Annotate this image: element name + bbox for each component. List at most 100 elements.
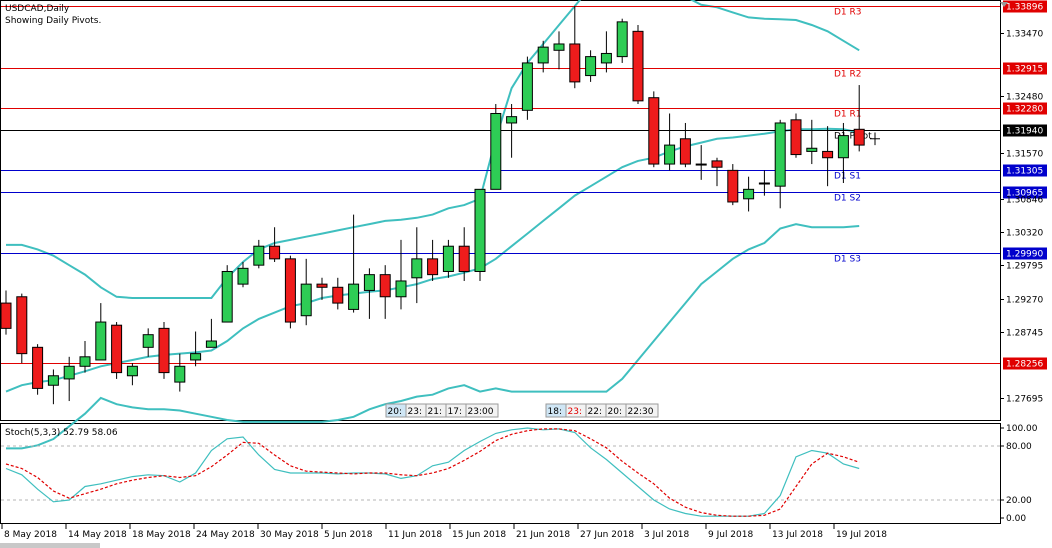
candle-body	[32, 346, 44, 389]
candle-body	[806, 147, 818, 152]
price-label-box	[1003, 164, 1047, 177]
candle-body	[632, 30, 644, 102]
candle-body	[221, 270, 233, 323]
y-tick-label: 1.33470	[1006, 30, 1043, 40]
candle-body	[537, 46, 549, 64]
candle-body	[190, 353, 202, 361]
candle-body	[16, 296, 28, 355]
candle-body	[253, 245, 265, 266]
candle-body	[695, 163, 707, 166]
price-label: 1.31305	[1006, 167, 1043, 177]
candle-body	[427, 258, 439, 276]
candle-body	[600, 52, 612, 64]
scroll-marker-icon[interactable]	[1000, 2, 1008, 7]
candle-body	[616, 21, 628, 58]
candle-body	[284, 258, 296, 323]
price-label-box	[1003, 102, 1047, 115]
candle-body	[822, 150, 834, 159]
bollinger-lower-band	[6, 223, 860, 450]
time-box-text: 17:	[448, 407, 462, 417]
candle-body	[95, 321, 107, 361]
stoch-signal-line	[5, 428, 860, 517]
price-label: 1.30965	[1006, 189, 1043, 199]
price-label: 1.29990	[1006, 250, 1043, 260]
x-tick-label: 5 Jun 2018	[324, 530, 373, 540]
stochastic-indicator: 100.00 80.00 20.00 0.00	[1, 424, 1038, 524]
y-tick-label: 1.32480	[1006, 93, 1043, 103]
pivot-label: D1 R3	[834, 8, 862, 18]
stoch-y-tick-label: 0.00	[1006, 514, 1026, 524]
candle-body	[490, 112, 502, 190]
x-tick-label: 19 Jul 2018	[836, 530, 887, 540]
price-label: 1.33896	[1006, 3, 1043, 13]
candle-body	[332, 286, 344, 304]
stoch-y-tick-label: 100.00	[1006, 424, 1038, 434]
candle-body	[63, 365, 75, 380]
candle-body	[711, 160, 723, 168]
stoch-y-tick-label: 20.00	[1006, 496, 1032, 506]
time-box-text: 23:	[408, 407, 422, 417]
y-tick-label: 1.29795	[1006, 262, 1043, 272]
pivot-label: D1 R2	[834, 70, 862, 80]
x-tick-label: 15 Jun 2018	[452, 530, 506, 540]
candle-body	[837, 135, 849, 159]
price-label-box	[1003, 62, 1047, 75]
price-label-box	[1003, 186, 1047, 199]
x-tick-label: 21 Jun 2018	[516, 530, 570, 540]
candle-body	[126, 365, 138, 377]
candle-body	[585, 56, 597, 77]
candle-body	[79, 356, 91, 367]
pivot-label: D1 Pivot	[834, 132, 872, 142]
candle-body	[727, 169, 739, 203]
stoch-label: Stoch(5,3,3) 52.79 58.06	[5, 428, 118, 438]
stoch-y-tick-label: 80.00	[1006, 442, 1032, 452]
pivot-label: D1 S2	[834, 194, 861, 204]
price-axis: 1.33896 1.32915 1.32280 1.31940 1.31305 1.309…	[1000, 0, 1047, 405]
x-tick-label: 8 May 2018	[4, 530, 57, 540]
candle-body	[205, 340, 217, 348]
time-axis: 8 May 2018 14 May 2018 18 May 2018 24 May 2…	[0, 524, 887, 548]
time-boxes: 20: 23: 21: 17: 23:00 18: 23: 22: 20: 22:30	[385, 403, 659, 418]
candle-body	[506, 116, 518, 124]
pivot-label: D1 S3	[834, 255, 861, 265]
candle-body	[458, 245, 470, 272]
bollinger-bands	[5, 0, 860, 450]
x-tick-label: 11 Jun 2018	[388, 530, 442, 540]
pivot-label: D1 R1	[834, 110, 862, 120]
candle-body	[664, 144, 676, 165]
price-label-box	[1003, 124, 1047, 137]
x-tick-label: 27 Jun 2018	[580, 530, 634, 540]
candle-body	[679, 138, 691, 165]
x-tick-label: 14 May 2018	[68, 530, 127, 540]
candle-body	[553, 43, 565, 51]
candle-body	[0, 302, 12, 329]
chart-subtitle: Showing Daily Pivots.	[5, 16, 101, 26]
stoch-panel-frame	[0, 423, 1001, 524]
candle-body	[853, 128, 865, 146]
candle-body	[521, 62, 533, 111]
y-tick-label: 1.29270	[1006, 296, 1043, 306]
candle-body	[174, 365, 186, 383]
horizontal-scrollbar[interactable]	[0, 543, 100, 548]
candle-body	[142, 334, 154, 348]
y-tick-label: 1.30320	[1006, 229, 1043, 239]
time-box-text: 22:30	[628, 407, 654, 417]
time-box-text: 20:	[388, 407, 402, 417]
candle-body	[363, 274, 375, 291]
x-tick-label: 3 Jul 2018	[644, 530, 689, 540]
candle-body	[47, 375, 59, 386]
candle-body	[743, 188, 755, 200]
candle-body	[411, 258, 423, 279]
price-label: 1.32915	[1006, 65, 1043, 75]
candle-body	[300, 283, 312, 317]
candle-body	[790, 119, 802, 156]
candlesticks	[0, 6, 880, 405]
candle-body	[758, 182, 770, 185]
x-tick-label: 18 May 2018	[132, 530, 191, 540]
candle-body	[395, 280, 407, 298]
candle-body	[569, 43, 581, 83]
time-box-segment	[625, 403, 659, 418]
candle-body	[111, 324, 123, 374]
time-box-text: 18:	[548, 407, 562, 417]
